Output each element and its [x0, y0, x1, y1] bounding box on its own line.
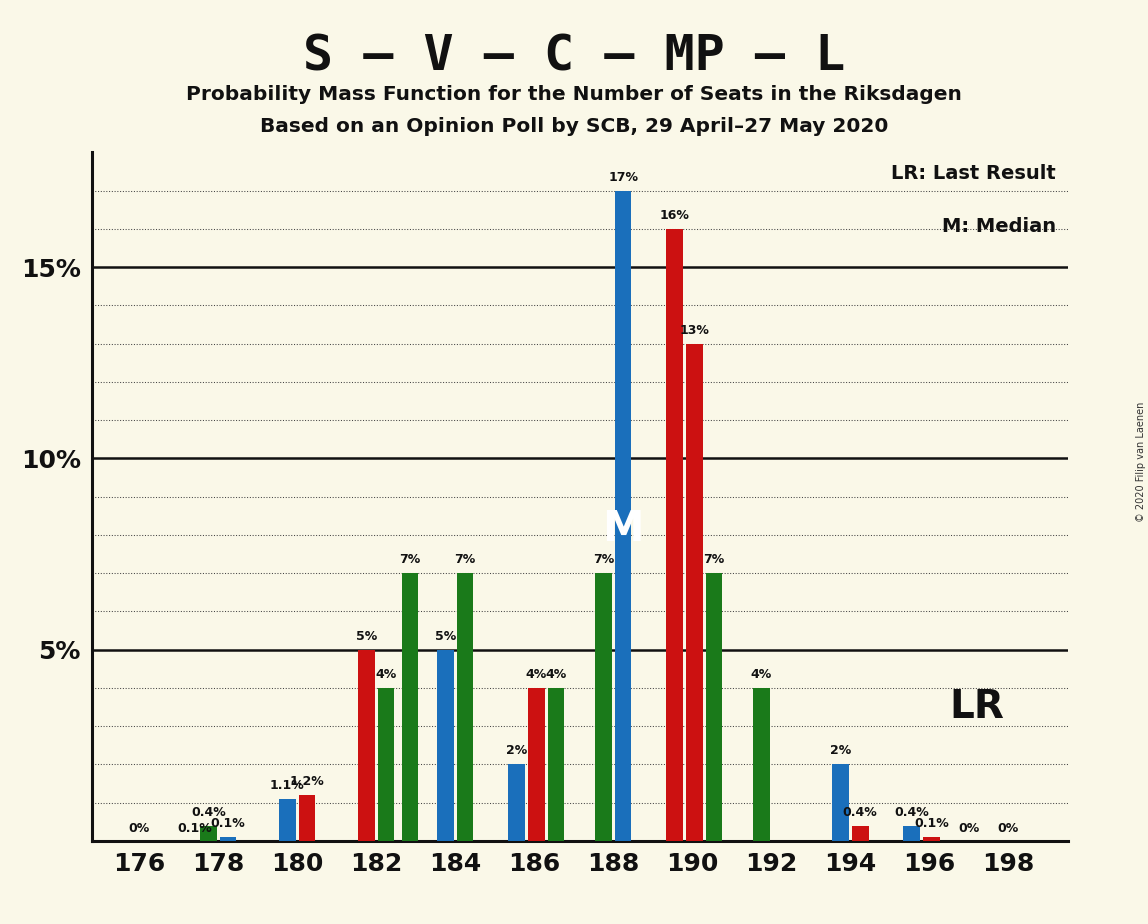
Text: 0.1%: 0.1% — [211, 817, 246, 830]
Text: 4%: 4% — [526, 668, 546, 681]
Text: Probability Mass Function for the Number of Seats in the Riksdagen: Probability Mass Function for the Number… — [186, 85, 962, 104]
Text: 16%: 16% — [660, 209, 690, 222]
Bar — [358, 650, 374, 841]
Text: 0.1%: 0.1% — [914, 817, 948, 830]
Text: 4%: 4% — [545, 668, 567, 681]
Bar — [923, 837, 940, 841]
Text: 5%: 5% — [356, 630, 377, 643]
Text: 2%: 2% — [506, 745, 527, 758]
Text: 1.1%: 1.1% — [270, 779, 304, 792]
Bar — [687, 344, 703, 841]
Text: 7%: 7% — [592, 553, 614, 566]
Bar — [378, 687, 395, 841]
Text: 1.2%: 1.2% — [289, 775, 325, 788]
Text: 13%: 13% — [680, 323, 709, 336]
Text: 2%: 2% — [830, 745, 851, 758]
Text: 0%: 0% — [998, 822, 1019, 835]
Bar — [852, 825, 869, 841]
Text: LR: LR — [949, 688, 1004, 726]
Text: 4%: 4% — [375, 668, 397, 681]
Bar — [528, 687, 544, 841]
Bar — [279, 798, 296, 841]
Text: 7%: 7% — [400, 553, 420, 566]
Bar — [437, 650, 453, 841]
Text: © 2020 Filip van Laenen: © 2020 Filip van Laenen — [1137, 402, 1146, 522]
Text: 0.4%: 0.4% — [191, 806, 226, 819]
Bar — [219, 837, 236, 841]
Bar — [832, 764, 848, 841]
Text: Based on an Opinion Poll by SCB, 29 April–27 May 2020: Based on an Opinion Poll by SCB, 29 Apri… — [259, 117, 889, 137]
Text: 5%: 5% — [435, 630, 456, 643]
Text: 0.1%: 0.1% — [177, 822, 212, 835]
Text: 0.4%: 0.4% — [843, 806, 877, 819]
Text: 0.4%: 0.4% — [894, 806, 929, 819]
Text: S – V – C – MP – L: S – V – C – MP – L — [303, 32, 845, 80]
Bar — [548, 687, 565, 841]
Text: M: Median: M: Median — [941, 217, 1056, 237]
Text: 17%: 17% — [608, 171, 638, 184]
Bar — [402, 573, 418, 841]
Text: 4%: 4% — [751, 668, 773, 681]
Bar — [200, 825, 217, 841]
Bar — [595, 573, 612, 841]
Bar — [903, 825, 920, 841]
Bar — [666, 229, 683, 841]
Text: LR: Last Result: LR: Last Result — [891, 164, 1056, 183]
Bar — [753, 687, 770, 841]
Text: 0%: 0% — [959, 822, 979, 835]
Text: 7%: 7% — [704, 553, 724, 566]
Bar — [509, 764, 525, 841]
Bar — [298, 795, 316, 841]
Bar — [457, 573, 473, 841]
Bar — [706, 573, 722, 841]
Text: 7%: 7% — [455, 553, 475, 566]
Text: 0%: 0% — [129, 822, 150, 835]
Text: M: M — [603, 508, 644, 550]
Bar — [615, 190, 631, 841]
